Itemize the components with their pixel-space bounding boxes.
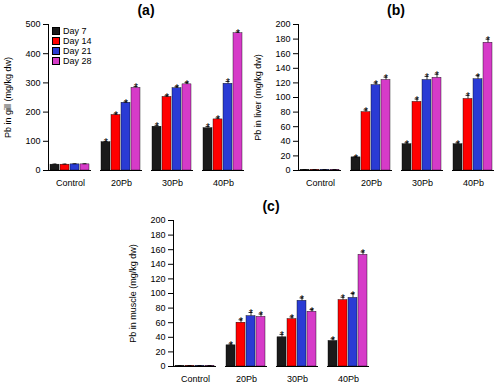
svg-text:*: * [216,114,220,125]
svg-text:100: 100 [275,92,290,102]
svg-text:200: 200 [25,107,40,117]
svg-text:0: 0 [160,361,165,371]
svg-text:20Pb: 20Pb [111,178,132,188]
svg-text:120: 120 [275,78,290,88]
svg-text:30Pb: 30Pb [287,374,308,384]
svg-text:*: * [236,28,240,39]
html-text:Day 28: Day 28 [63,56,92,66]
svg-text:*: * [249,308,253,319]
html-text:(a): (a) [137,2,155,18]
svg-text:*: * [206,122,210,133]
svg-text:140: 140 [150,259,165,269]
svg-text:180: 180 [275,34,290,44]
svg-text:40Pb: 40Pb [463,178,484,188]
svg-text:*: * [331,335,335,346]
html-text:Day 7: Day 7 [63,26,87,36]
svg-text:*: * [124,98,128,109]
svg-text:*: * [104,137,108,148]
svg-text:*: * [384,73,388,84]
svg-text:Control: Control [181,374,210,384]
svg-text:80: 80 [155,303,165,313]
svg-text:30Pb: 30Pb [412,178,433,188]
svg-text:30Pb: 30Pb [162,178,183,188]
svg-text:Pb in gill (mg/kg dw): Pb in gill (mg/kg dw) [3,57,13,138]
svg-text:*: * [310,306,314,317]
svg-text:Pb in muscle (mg/kg dw): Pb in muscle (mg/kg dw) [128,244,138,343]
svg-text:60: 60 [155,318,165,328]
svg-text:Control: Control [306,178,335,188]
html-text:(c): (c) [262,198,280,214]
svg-text:*: * [300,294,304,305]
svg-text:*: * [351,290,355,301]
svg-text:40Pb: 40Pb [213,178,234,188]
svg-text:500: 500 [25,19,40,29]
svg-text:*: * [435,70,439,81]
svg-text:*: * [456,139,460,150]
svg-text:0: 0 [285,165,290,175]
svg-text:100: 100 [150,288,165,298]
svg-text:*: * [486,35,490,46]
svg-text:200: 200 [275,19,290,29]
svg-text:20: 20 [155,347,165,357]
svg-text:*: * [415,95,419,106]
svg-text:*: * [229,340,233,351]
svg-text:400: 400 [25,49,40,59]
svg-text:20: 20 [280,151,290,161]
html-text:(b): (b) [387,2,405,18]
svg-text:160: 160 [275,49,290,59]
svg-text:40Pb: 40Pb [338,374,359,384]
svg-text:*: * [239,316,243,327]
svg-text:*: * [425,72,429,83]
svg-text:*: * [175,83,179,94]
svg-text:*: * [259,310,263,321]
svg-text:20Pb: 20Pb [361,178,382,188]
svg-text:60: 60 [280,122,290,132]
svg-text:*: * [290,313,294,324]
svg-text:*: * [165,92,169,103]
svg-text:*: * [341,293,345,304]
svg-text:180: 180 [150,230,165,240]
svg-text:*: * [364,106,368,117]
svg-text:Control: Control [56,178,85,188]
svg-text:0: 0 [35,165,40,175]
svg-text:*: * [361,248,365,259]
svg-text:Pb in liver (mg/kg dw): Pb in liver (mg/kg dw) [253,54,263,141]
svg-text:100: 100 [25,136,40,146]
svg-text:*: * [134,82,138,93]
svg-text:200: 200 [150,215,165,225]
html-text:Day 21: Day 21 [63,46,92,56]
svg-text:120: 120 [150,274,165,284]
svg-text:80: 80 [280,107,290,117]
svg-text:*: * [374,79,378,90]
svg-text:*: * [185,79,189,90]
svg-text:*: * [114,110,118,121]
svg-text:*: * [466,91,470,102]
svg-text:40: 40 [280,136,290,146]
svg-text:*: * [280,330,284,341]
html-text:Day 14: Day 14 [63,36,92,46]
svg-text:140: 140 [275,63,290,73]
svg-text:40: 40 [155,332,165,342]
svg-text:*: * [476,72,480,83]
svg-text:*: * [226,77,230,88]
svg-text:*: * [354,153,358,164]
svg-text:20Pb: 20Pb [236,374,257,384]
svg-text:*: * [155,121,159,132]
svg-text:160: 160 [150,245,165,255]
svg-text:*: * [405,139,409,150]
svg-text:300: 300 [25,78,40,88]
